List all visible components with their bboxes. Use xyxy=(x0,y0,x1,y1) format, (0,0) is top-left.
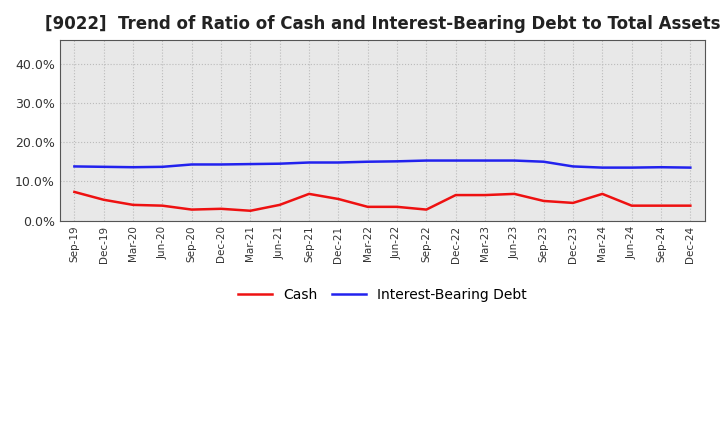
Cash xyxy=(217,206,225,212)
Interest-Bearing Debt xyxy=(510,158,518,163)
Interest-Bearing Debt xyxy=(598,165,607,170)
Cash xyxy=(657,203,665,208)
Legend: Cash, Interest-Bearing Debt: Cash, Interest-Bearing Debt xyxy=(232,282,533,308)
Cash xyxy=(99,197,108,202)
Cash xyxy=(305,191,313,197)
Interest-Bearing Debt xyxy=(392,159,401,164)
Interest-Bearing Debt xyxy=(364,159,372,165)
Cash xyxy=(275,202,284,208)
Cash xyxy=(158,203,167,208)
Interest-Bearing Debt xyxy=(187,162,196,167)
Cash xyxy=(569,200,577,205)
Cash xyxy=(187,207,196,212)
Cash xyxy=(364,204,372,209)
Interest-Bearing Debt xyxy=(99,164,108,169)
Interest-Bearing Debt xyxy=(657,165,665,170)
Cash xyxy=(627,203,636,208)
Interest-Bearing Debt xyxy=(158,164,167,169)
Cash xyxy=(481,192,490,198)
Interest-Bearing Debt xyxy=(217,162,225,167)
Cash xyxy=(598,191,607,197)
Interest-Bearing Debt xyxy=(129,165,138,170)
Interest-Bearing Debt xyxy=(539,159,548,165)
Interest-Bearing Debt xyxy=(334,160,343,165)
Cash xyxy=(539,198,548,204)
Cash xyxy=(129,202,138,208)
Cash xyxy=(70,189,78,194)
Interest-Bearing Debt xyxy=(569,164,577,169)
Cash xyxy=(246,208,255,213)
Line: Interest-Bearing Debt: Interest-Bearing Debt xyxy=(74,161,690,168)
Interest-Bearing Debt xyxy=(246,161,255,167)
Interest-Bearing Debt xyxy=(422,158,431,163)
Line: Cash: Cash xyxy=(74,192,690,211)
Cash xyxy=(686,203,695,208)
Interest-Bearing Debt xyxy=(70,164,78,169)
Cash xyxy=(334,196,343,202)
Interest-Bearing Debt xyxy=(686,165,695,170)
Cash xyxy=(422,207,431,212)
Interest-Bearing Debt xyxy=(627,165,636,170)
Cash xyxy=(510,191,518,197)
Interest-Bearing Debt xyxy=(275,161,284,166)
Title: [9022]  Trend of Ratio of Cash and Interest-Bearing Debt to Total Assets: [9022] Trend of Ratio of Cash and Intere… xyxy=(45,15,720,33)
Cash xyxy=(392,204,401,209)
Cash xyxy=(451,192,460,198)
Interest-Bearing Debt xyxy=(451,158,460,163)
Interest-Bearing Debt xyxy=(305,160,313,165)
Interest-Bearing Debt xyxy=(481,158,490,163)
